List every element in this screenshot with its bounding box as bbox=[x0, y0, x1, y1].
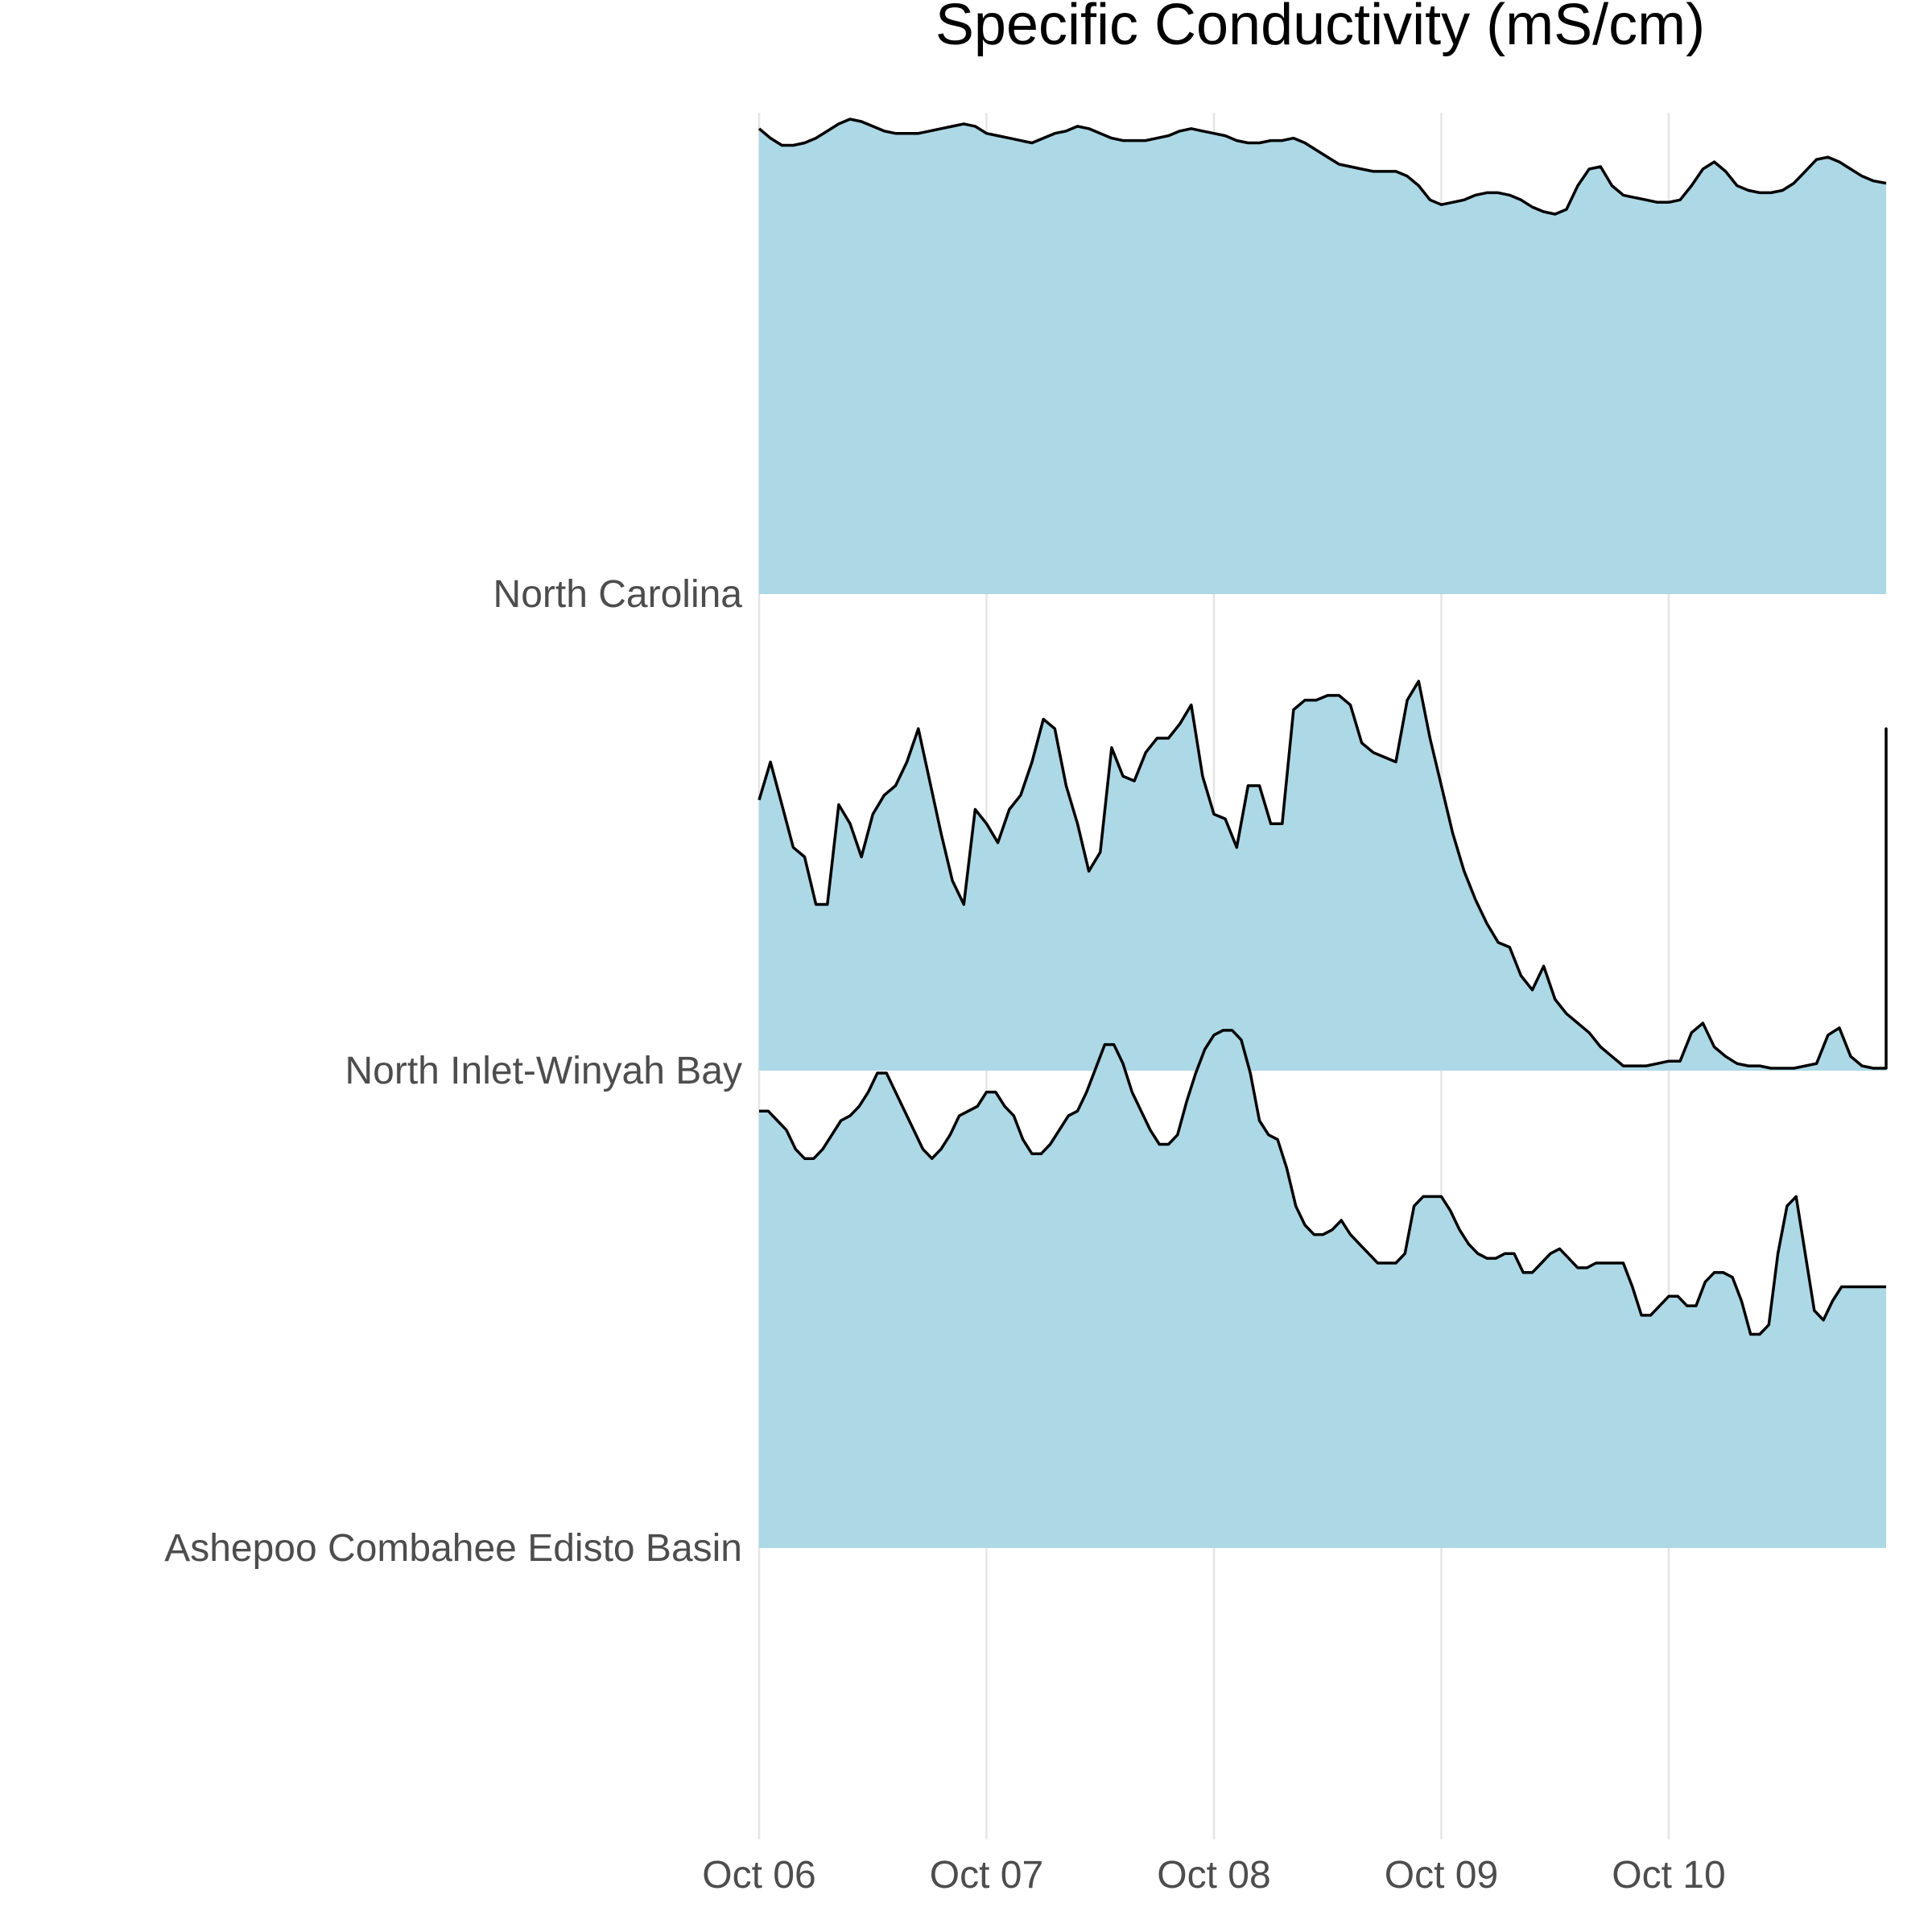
ridges bbox=[758, 118, 1888, 1548]
row-labels: North Carolina North Inlet-Winyah Bay Ashe… bbox=[164, 573, 742, 1570]
ridge-area-north-carolina bbox=[759, 119, 1886, 594]
ridge-line-ashepoo-combahee-edisto-basin bbox=[759, 1029, 1886, 1336]
ridge-line-north-inlet-winyah-bay bbox=[758, 679, 1888, 1070]
row-label-north-carolina: North Carolina bbox=[493, 573, 743, 616]
x-axis-ticks: Oct 06 Oct 07 Oct 08 Oct 09 Oct 10 bbox=[702, 1854, 1725, 1897]
row-label-ashepoo-combahee-edisto-basin: Ashepoo Combahee Edisto Basin bbox=[164, 1527, 742, 1570]
row-label-north-inlet-winyah-bay: North Inlet-Winyah Bay bbox=[345, 1050, 742, 1092]
chart-title: Specific Conductivity (mS/cm) bbox=[935, 0, 1705, 57]
x-tick-label-4: Oct 10 bbox=[1612, 1854, 1725, 1897]
ridge-area-ashepoo-combahee-edisto-basin bbox=[759, 1030, 1886, 1548]
ridge-line-north-carolina bbox=[758, 118, 1887, 216]
ridge-area-north-inlet-winyah-bay bbox=[759, 681, 1886, 1071]
x-tick-label-2: Oct 08 bbox=[1157, 1854, 1270, 1897]
x-tick-label-3: Oct 09 bbox=[1385, 1854, 1498, 1897]
x-tick-label-1: Oct 07 bbox=[930, 1854, 1043, 1897]
x-tick-label-0: Oct 06 bbox=[702, 1854, 815, 1897]
